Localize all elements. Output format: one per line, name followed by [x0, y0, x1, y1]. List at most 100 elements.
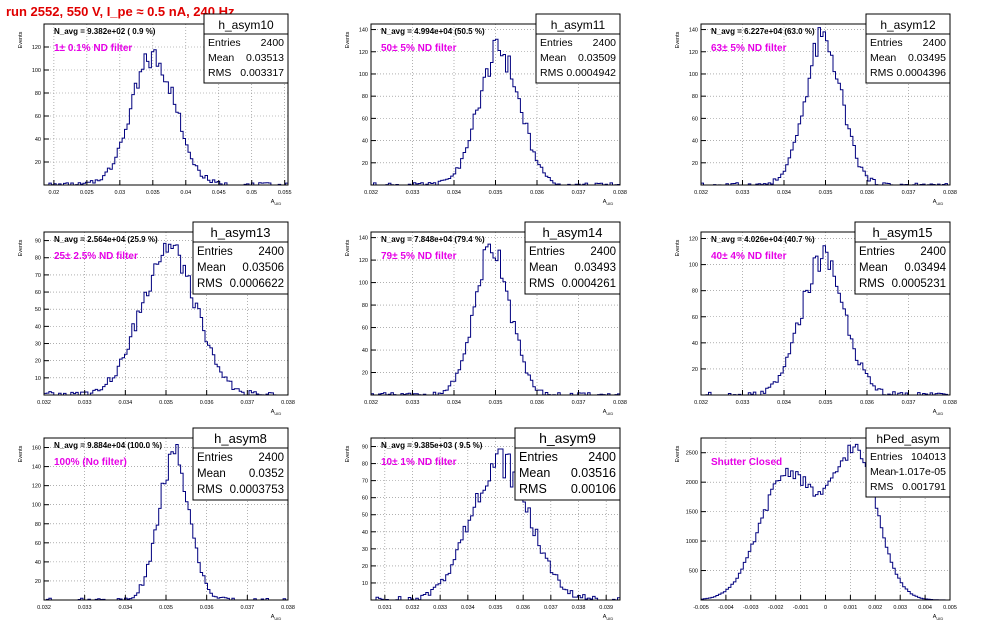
panel-h_asym13: 0.032 0.033 0.034 0.035 0.036 0.037 0.038 10 20 3…: [18, 221, 295, 416]
y-tick-label: 70: [35, 273, 41, 279]
x-tick-label: 0.032: [37, 400, 51, 406]
y-tick-label: 120: [689, 50, 698, 56]
stats-box: [524, 221, 621, 295]
y-tick-label: 60: [35, 541, 41, 547]
y-tick-label: 20: [692, 161, 698, 167]
panel-h_asym11: 0.032 0.033 0.034 0.035 0.036 0.037 0.038 20 40 6…: [345, 13, 627, 206]
stats-label: Entries: [519, 450, 558, 464]
filter-label: Shutter Closed: [711, 457, 782, 468]
x-tick-label: 0.038: [943, 400, 957, 406]
x-tick-label: 0.033: [433, 605, 447, 611]
filter-label: 1± 0.1% ND filter: [54, 43, 132, 54]
y-tick-label: 100: [689, 263, 698, 269]
x-tick-label: 0.035: [489, 190, 503, 196]
y-tick-label: 60: [35, 114, 41, 120]
stats-value: 2400: [593, 37, 617, 49]
x-tick-label: 0.033: [736, 190, 750, 196]
plot-frame: [43, 23, 289, 186]
stats-label: Entries: [197, 246, 233, 258]
y-tick-label: 20: [692, 367, 698, 373]
stats-label: Mean: [197, 468, 226, 480]
x-axis-label: AUID: [271, 614, 282, 621]
panel-h_asym8: 0.032 0.033 0.034 0.035 0.036 0.037 0.038 20 40 6…: [18, 427, 295, 621]
x-tick-label: 0.033: [78, 605, 92, 611]
stats-label: Entries: [208, 37, 241, 49]
x-axis-label: AUID: [933, 199, 944, 206]
y-tick-label: 1500: [686, 510, 698, 516]
x-tick-label: 0.039: [599, 605, 613, 611]
stats-label: Entries: [859, 246, 895, 258]
y-tick-label: 2000: [686, 480, 698, 486]
stats-label: Entries: [529, 246, 565, 258]
x-tick-label: 0.034: [118, 400, 132, 406]
stats-box: [865, 427, 951, 498]
stats-value: 0.0352: [249, 468, 284, 480]
x-tick-label: 0.035: [159, 605, 173, 611]
y-tick-label: 140: [359, 28, 368, 34]
y-tick-label: 20: [35, 359, 41, 365]
stats-value: 0.03493: [574, 262, 616, 274]
stats-label: RMS: [540, 67, 563, 79]
y-tick-label: 20: [362, 161, 368, 167]
y-axis-label: Events: [345, 31, 351, 48]
x-tick-label: 0.032: [37, 605, 51, 611]
y-tick-label: 10: [362, 581, 368, 587]
x-axis-label: AUID: [603, 409, 614, 416]
stats-value: 0.0005231: [892, 278, 946, 290]
y-tick-label: 70: [362, 479, 368, 485]
panel-h_asym15: 0.032 0.033 0.034 0.035 0.036 0.037 0.038 20 40 6…: [675, 221, 957, 416]
y-axis-label: Events: [675, 445, 681, 462]
y-tick-label: 80: [35, 91, 41, 97]
x-tick-label: 0.034: [447, 190, 461, 196]
stats-box: [192, 221, 289, 295]
y-tick-label: 40: [362, 348, 368, 354]
y-tick-label: 30: [362, 547, 368, 553]
stats-label: Entries: [540, 37, 573, 49]
stats-label: Entries: [870, 451, 903, 463]
stats-value: 2400: [258, 452, 284, 464]
x-tick-label: 0.037: [544, 605, 558, 611]
stats-box: [203, 13, 289, 84]
stats-value: 0.03506: [242, 262, 284, 274]
y-axis-label: Events: [675, 31, 681, 48]
x-tick-label: 0.036: [200, 400, 214, 406]
x-tick-label: 0.036: [860, 400, 874, 406]
stats-value: 2400: [923, 37, 947, 49]
filter-label: 10± 1% ND filter: [381, 457, 457, 468]
x-tick-label: 0.032: [406, 605, 420, 611]
x-tick-label: 0.025: [80, 190, 94, 196]
filter-label: 40± 4% ND filter: [711, 251, 787, 262]
y-tick-label: 120: [689, 237, 698, 243]
y-tick-label: 20: [35, 160, 41, 166]
x-tick-label: 0.001: [844, 605, 858, 611]
stats-value: 0.001791: [902, 481, 946, 493]
panel-h_asym9: 0.031 0.032 0.033 0.034 0.035 0.036 0.037 0.038…: [345, 427, 621, 621]
y-tick-label: 90: [362, 445, 368, 451]
x-tick-label: 0.034: [118, 605, 132, 611]
histogram-name: h_asym9: [539, 430, 596, 446]
x-tick-label: 0.04: [180, 190, 191, 196]
y-tick-label: 80: [692, 94, 698, 100]
y-axis-label: Events: [18, 239, 24, 256]
stats-value: 0.03513: [246, 52, 284, 64]
x-tick-label: 0.034: [777, 190, 791, 196]
x-tick-label: 0.037: [902, 190, 916, 196]
y-tick-label: 40: [692, 341, 698, 347]
y-tick-label: 60: [692, 315, 698, 321]
stats-value: 0.0003753: [230, 484, 284, 496]
stats-label: Mean: [859, 262, 888, 274]
y-tick-label: 2500: [686, 451, 698, 457]
histogram-h_asym13: [43, 242, 288, 396]
stats-label: Mean: [870, 466, 896, 478]
x-tick-label: 0.036: [530, 400, 544, 406]
histogram-name: h_asym8: [214, 431, 267, 446]
x-tick-label: 0.033: [736, 400, 750, 406]
navg-label: N_avg = 9.884e+04 (100.0 %): [54, 441, 162, 450]
stats-box: [854, 221, 951, 295]
y-tick-label: 90: [35, 239, 41, 245]
stats-value: 0.00106: [571, 482, 616, 496]
filter-label: 63± 5% ND filter: [711, 43, 787, 54]
x-tick-label: 0.035: [819, 190, 833, 196]
y-tick-label: 40: [362, 139, 368, 145]
x-tick-label: 0.038: [572, 605, 586, 611]
